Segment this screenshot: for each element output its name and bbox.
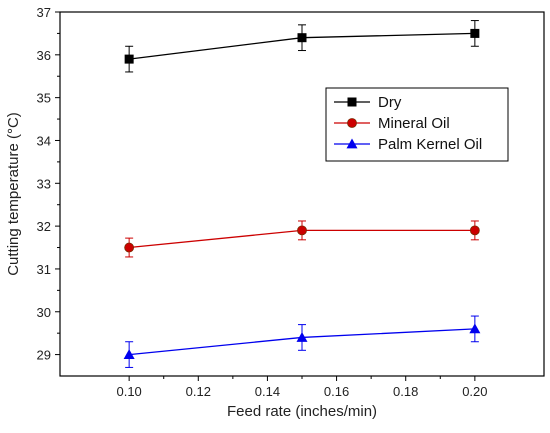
y-tick-label: 29	[37, 348, 51, 363]
series-layer	[123, 20, 481, 368]
y-tick-label: 32	[37, 219, 51, 234]
legend-marker	[347, 118, 357, 128]
y-axis: 29 30 31 32 33 34 35 36 37	[37, 5, 60, 363]
legend: Dry Mineral Oil Palm Kernel Oil	[325, 87, 509, 162]
data-point	[469, 225, 480, 236]
series-palm-kernel-oil	[123, 315, 481, 368]
x-tick-label: 0.20	[462, 384, 487, 399]
legend-label: Mineral Oil	[378, 115, 450, 132]
y-tick-label: 37	[37, 5, 51, 20]
data-point	[297, 33, 307, 43]
x-axis-title: Feed rate (inches/min)	[227, 403, 377, 420]
legend-label: Palm Kernel Oil	[378, 136, 482, 153]
y-tick-label: 33	[37, 176, 51, 191]
data-point	[469, 323, 481, 334]
x-tick-label: 0.16	[324, 384, 349, 399]
data-point	[470, 28, 480, 38]
series-mineral-oil	[124, 220, 480, 258]
y-tick-label: 35	[37, 91, 51, 106]
data-point	[123, 349, 135, 359]
y-tick-label: 34	[37, 133, 51, 148]
data-point	[124, 54, 134, 64]
y-tick-label: 31	[37, 262, 51, 277]
data-point	[297, 225, 307, 236]
x-tick-label: 0.12	[186, 384, 211, 399]
legend-item: Dry	[334, 94, 402, 111]
x-axis: 0.10 0.12 0.14 0.16 0.18 0.20	[116, 376, 488, 399]
legend-label: Dry	[378, 94, 402, 111]
legend-item: Mineral Oil	[334, 115, 450, 132]
x-tick-label: 0.10	[116, 384, 141, 399]
x-tick-label: 0.14	[255, 384, 280, 399]
y-axis-title: Cutting temperature (°C)	[5, 112, 22, 276]
series-dry	[124, 20, 480, 73]
legend-marker	[346, 138, 358, 149]
data-point	[296, 331, 308, 342]
legend-item: Palm Kernel Oil	[334, 136, 482, 153]
data-point	[124, 242, 135, 253]
y-tick-label: 30	[37, 305, 51, 320]
x-tick-label: 0.18	[393, 384, 418, 399]
legend-marker	[347, 97, 357, 107]
y-tick-label: 36	[37, 48, 51, 63]
